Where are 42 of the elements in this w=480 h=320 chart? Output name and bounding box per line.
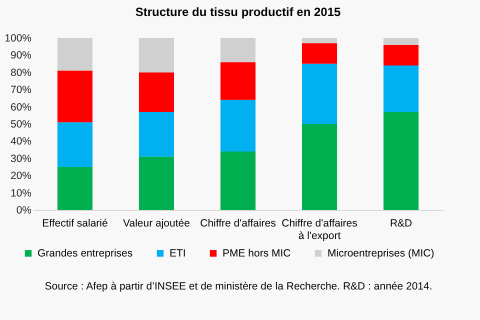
y-tick-label: 30%: [10, 152, 32, 165]
bar: [383, 66, 419, 112]
x-tick-label: R&D: [390, 218, 413, 230]
x-tick-label: Chiffre d'affaires: [200, 218, 276, 230]
legend-label: Microentreprises (MIC): [328, 247, 434, 260]
y-tick-label: 60%: [10, 101, 32, 114]
bar: [220, 38, 256, 62]
y-tick-label: 40%: [10, 136, 32, 148]
x-tick-label: Effectif salarié: [42, 218, 108, 230]
bar: [220, 152, 256, 210]
bar: [57, 122, 93, 167]
bar: [383, 44, 419, 66]
x-tick-label: Chiffre d'affaires à l'export: [282, 218, 358, 242]
x-tick-label: Valeur ajoutée: [123, 218, 190, 230]
y-tick-label: 70%: [10, 84, 32, 96]
y-tick-label: 90%: [10, 50, 32, 62]
bar: [138, 156, 174, 210]
bar: [302, 64, 338, 124]
bar: [220, 62, 256, 100]
bar: [57, 38, 93, 71]
source-note: Source : Afep à partir d’INSEE et de ministère de la Recherche. R&D : année 2014.: [44, 280, 432, 292]
bar: [57, 70, 93, 122]
bar: [383, 38, 419, 45]
bar: [220, 100, 256, 152]
y-tick-label: 100%: [4, 32, 32, 44]
y-tick-label: 0%: [16, 204, 32, 216]
bar: [302, 38, 338, 44]
y-tick-label: 50%: [10, 118, 32, 130]
legend-label: ETI: [170, 247, 186, 260]
chart-title: Structure du tissu productif en 2015: [135, 5, 342, 19]
legend-label: PME hors MIC: [222, 247, 292, 260]
bar: [138, 112, 174, 157]
bar: [383, 112, 419, 210]
y-tick-label: 20%: [10, 170, 32, 182]
bar: [302, 124, 338, 210]
bar: [57, 167, 93, 210]
y-tick-label: 10%: [10, 187, 32, 200]
bar: [138, 38, 174, 72]
bar: [138, 72, 174, 112]
legend-label: Grandes entreprises: [38, 247, 133, 260]
y-tick-label: 80%: [10, 66, 32, 79]
bar: [302, 43, 338, 64]
